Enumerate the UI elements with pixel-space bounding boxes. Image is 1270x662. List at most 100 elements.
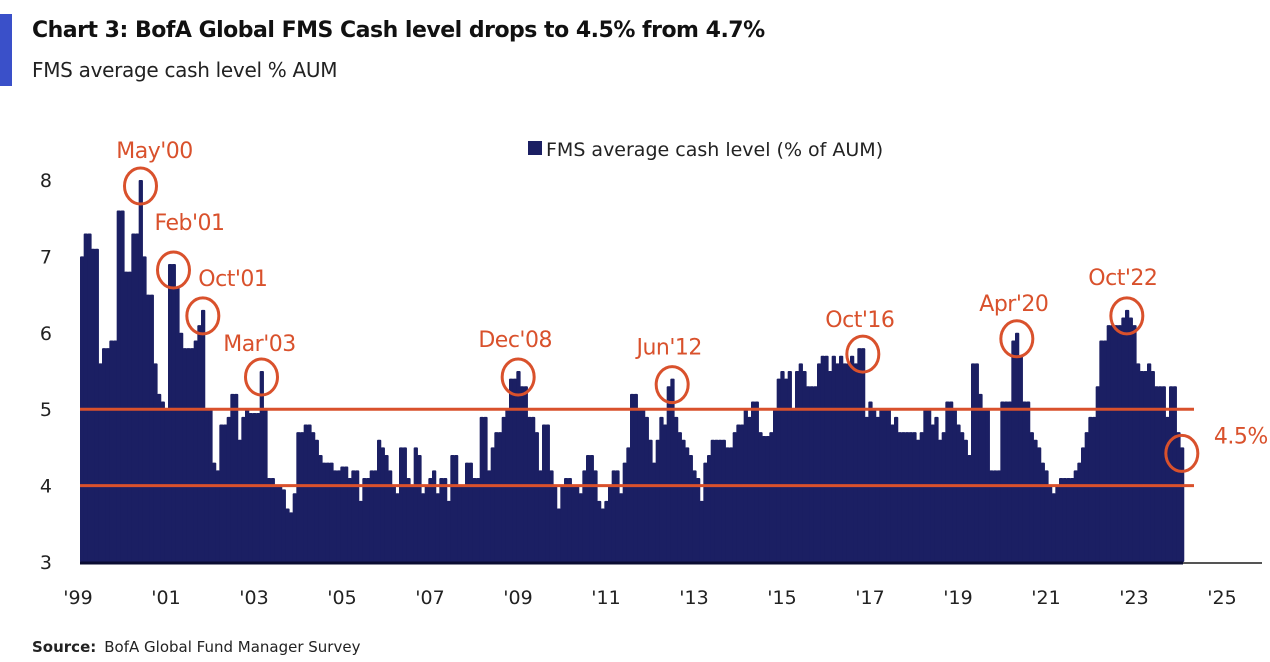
annotation-circle [845, 334, 881, 374]
bar [520, 386, 525, 562]
bar [131, 233, 136, 563]
bar [402, 447, 407, 562]
bar [1154, 386, 1159, 562]
bar [817, 363, 822, 562]
title-accent-bar [0, 14, 12, 86]
x-tick-label: '19 [943, 587, 972, 609]
bar [325, 462, 330, 562]
annotations: May'00 Feb'01 Oct'01 Mar'03 Dec'08 Jun'12 Oct'… [116, 139, 1268, 473]
chart-title: Chart 3: BofA Global FMS Cash level drop… [32, 18, 765, 43]
bar [358, 500, 363, 562]
bar [124, 271, 129, 562]
bar [171, 264, 176, 562]
bar [813, 386, 818, 562]
bar [1007, 401, 1012, 562]
bar [366, 477, 371, 562]
x-tick-label: '09 [503, 587, 532, 609]
bar [894, 416, 899, 562]
bar [234, 393, 239, 562]
bar [542, 424, 547, 562]
annotation-label: Mar'03 [223, 332, 296, 357]
bar [527, 416, 532, 562]
bar [1180, 447, 1185, 562]
x-tick-label: '15 [767, 587, 796, 609]
annotation-circle [1109, 296, 1145, 336]
bars-group [80, 180, 1185, 563]
bar [666, 386, 671, 562]
bar [901, 432, 906, 562]
bar [1044, 470, 1049, 562]
bar [369, 470, 374, 562]
bar [98, 363, 103, 562]
bar [751, 401, 756, 562]
bar [908, 432, 913, 562]
bar [1037, 447, 1042, 562]
bar [626, 447, 631, 562]
bar [94, 248, 99, 562]
annotation-label: Dec'08 [478, 328, 552, 353]
bar [857, 348, 862, 562]
annotation-circle [654, 365, 690, 405]
bar [681, 439, 686, 562]
bar [1110, 325, 1115, 562]
bar [512, 378, 517, 562]
axes: 3 4 5 6 7 8 '99 '01 '03 '05 '07 '09 '11 '13 '15 '17 '19 '… [40, 170, 1262, 609]
bar [1139, 371, 1144, 562]
bar [446, 500, 451, 562]
bar [413, 447, 418, 562]
x-tick-label: '11 [591, 587, 620, 609]
bar [802, 371, 807, 562]
bar [1018, 355, 1023, 562]
bar [274, 485, 279, 562]
bar [850, 355, 855, 562]
bar [241, 416, 246, 562]
annotation-circle [1164, 433, 1200, 473]
bar [655, 439, 660, 562]
bar [567, 477, 572, 562]
bar [83, 233, 88, 563]
bar [1033, 439, 1038, 562]
bar [912, 432, 917, 562]
bar [197, 325, 202, 562]
annotation-label: Apr'20 [979, 292, 1048, 317]
bar [787, 371, 792, 562]
bar [91, 248, 96, 562]
bar [762, 435, 767, 562]
bar [223, 424, 228, 562]
bar [1073, 470, 1078, 562]
legend-label: FMS average cash level (% of AUM) [546, 139, 883, 161]
bar [677, 432, 682, 562]
bar [696, 477, 701, 562]
bar [509, 378, 514, 562]
bar [483, 416, 488, 562]
bar [109, 340, 114, 562]
bar [1143, 371, 1148, 562]
bar [718, 439, 723, 562]
bar [160, 401, 165, 562]
bar [630, 393, 635, 562]
legend: FMS average cash level (% of AUM) [528, 139, 883, 161]
bar [410, 485, 415, 562]
bar [296, 432, 301, 562]
bar [289, 512, 294, 562]
bar [432, 470, 437, 562]
bar [765, 435, 770, 562]
y-tick-label: 6 [40, 323, 52, 345]
bar [1169, 386, 1174, 562]
bar [934, 416, 939, 562]
bar [820, 355, 825, 562]
bar [428, 477, 433, 562]
y-tick-label: 3 [40, 552, 52, 574]
bar [971, 363, 976, 562]
annotation-circle [999, 319, 1035, 359]
annotation-label: Jun'12 [634, 336, 701, 361]
bar [1147, 363, 1152, 562]
bar [168, 264, 173, 562]
bar [736, 424, 741, 562]
bar [1095, 386, 1100, 562]
bar [347, 477, 352, 562]
bar [1172, 386, 1177, 562]
bar [472, 477, 477, 562]
bar [674, 416, 679, 562]
bar [267, 477, 272, 562]
